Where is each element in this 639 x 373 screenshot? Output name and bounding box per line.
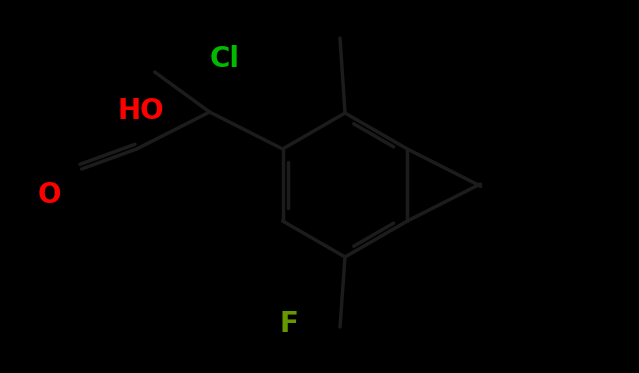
Text: HO: HO	[118, 97, 165, 125]
Text: O: O	[38, 181, 61, 209]
Text: F: F	[280, 310, 299, 338]
Text: Cl: Cl	[210, 45, 240, 73]
